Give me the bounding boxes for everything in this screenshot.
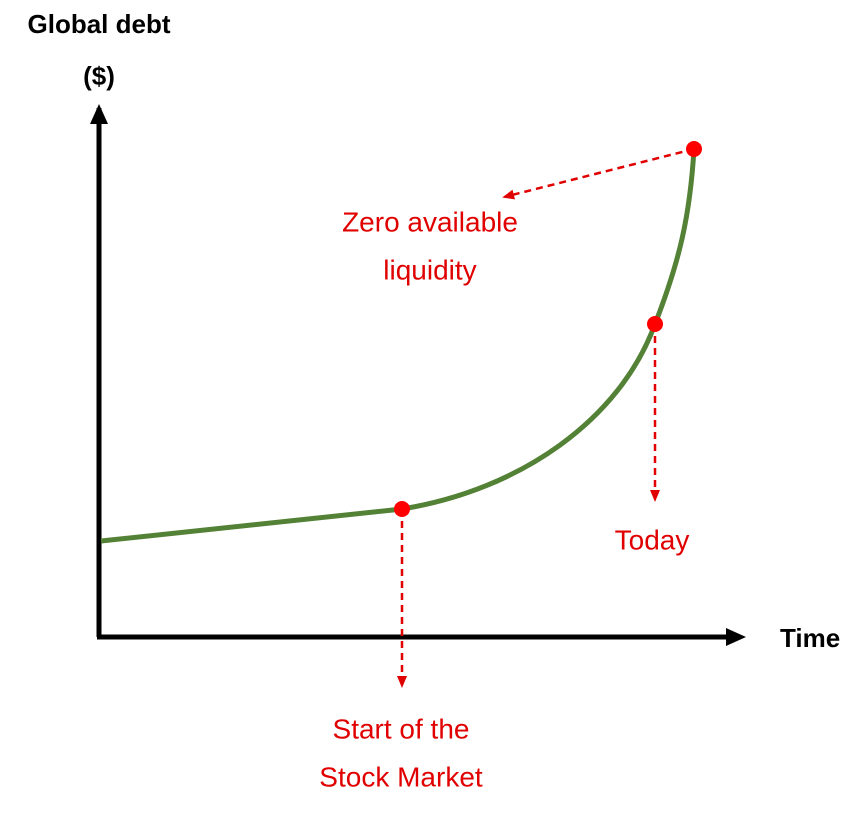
x-label: Time <box>780 623 840 653</box>
annotation: Start of the <box>333 713 470 744</box>
annotation: liquidity <box>383 254 476 285</box>
y-label: ($) <box>83 61 115 91</box>
debt-curve <box>100 148 697 544</box>
y-arrowhead <box>90 104 108 124</box>
axes <box>90 104 746 646</box>
point <box>647 316 663 332</box>
y-label: Global debt <box>28 9 171 39</box>
annotation: Zero available <box>342 206 518 237</box>
annotation: Stock Market <box>319 761 483 792</box>
point <box>686 141 702 157</box>
x-arrowhead <box>726 628 746 646</box>
dashed-arrow <box>502 147 695 200</box>
point <box>394 501 410 517</box>
annotation: Today <box>615 524 690 555</box>
